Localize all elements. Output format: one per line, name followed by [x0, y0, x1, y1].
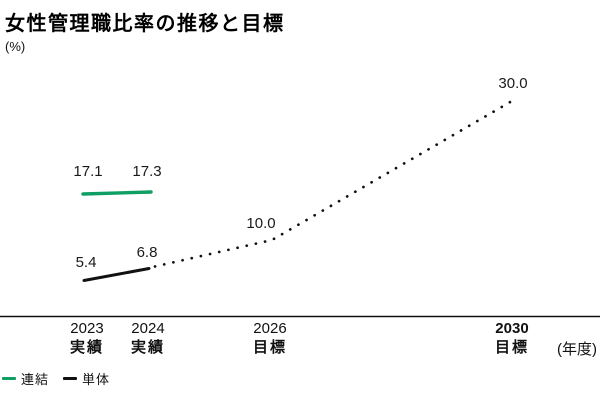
x-tick-2030-sublabel: 目標 [494, 339, 530, 356]
x-tick-2023-sublabel: 実績 [69, 339, 105, 356]
legend-item-tantai: 単体 [63, 369, 110, 388]
series-tantai-solid-line [82, 267, 151, 282]
value-label-tantai-2030: 30.0 [498, 75, 528, 92]
x-tick-2023: 2023 実績 [70, 319, 104, 357]
value-label-tantai-2026: 10.0 [246, 215, 276, 232]
x-tick-2026: 2026 目標 [253, 319, 287, 357]
renketsu-line-swatch-icon [2, 377, 16, 380]
series-tantai-dotted-line [153, 99, 514, 268]
legend-label-tantai: 単体 [82, 372, 111, 387]
x-tick-2026-year: 2026 [253, 320, 287, 337]
legend: 連結 単体 [2, 369, 110, 388]
y-axis-unit-label: (%) [5, 39, 26, 54]
value-label-renketsu-2023: 17.1 [73, 163, 103, 180]
x-tick-2024-sublabel: 実績 [130, 339, 166, 356]
x-tick-2023-year: 2023 [70, 320, 104, 337]
x-tick-2030: 2030 目標 [495, 319, 529, 357]
x-tick-2024-year: 2024 [131, 320, 165, 337]
x-tick-2024: 2024 実績 [131, 319, 165, 357]
legend-label-renketsu: 連結 [21, 372, 50, 387]
value-label-tantai-2023: 5.4 [75, 254, 97, 271]
chart-title: 女性管理職比率の推移と目標 [5, 13, 285, 35]
legend-item-renketsu: 連結 [2, 369, 49, 388]
series-renketsu-line [81, 190, 153, 196]
x-tick-2026-sublabel: 目標 [252, 339, 288, 356]
tantai-line-swatch-icon [63, 377, 78, 380]
x-tick-2030-year: 2030 [495, 320, 529, 337]
value-label-renketsu-2024: 17.3 [132, 163, 162, 180]
value-label-tantai-2024: 6.8 [136, 244, 158, 261]
x-axis-unit-label: (年度) [557, 341, 597, 358]
